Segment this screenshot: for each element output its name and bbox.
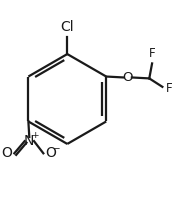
Text: F: F: [149, 47, 155, 60]
Text: N: N: [24, 134, 35, 148]
Text: −: −: [52, 144, 60, 152]
Text: +: +: [31, 131, 38, 140]
Text: O: O: [122, 71, 133, 84]
Text: F: F: [166, 82, 173, 95]
Text: O: O: [45, 146, 56, 160]
Text: Cl: Cl: [60, 20, 74, 34]
Text: O: O: [1, 146, 12, 160]
